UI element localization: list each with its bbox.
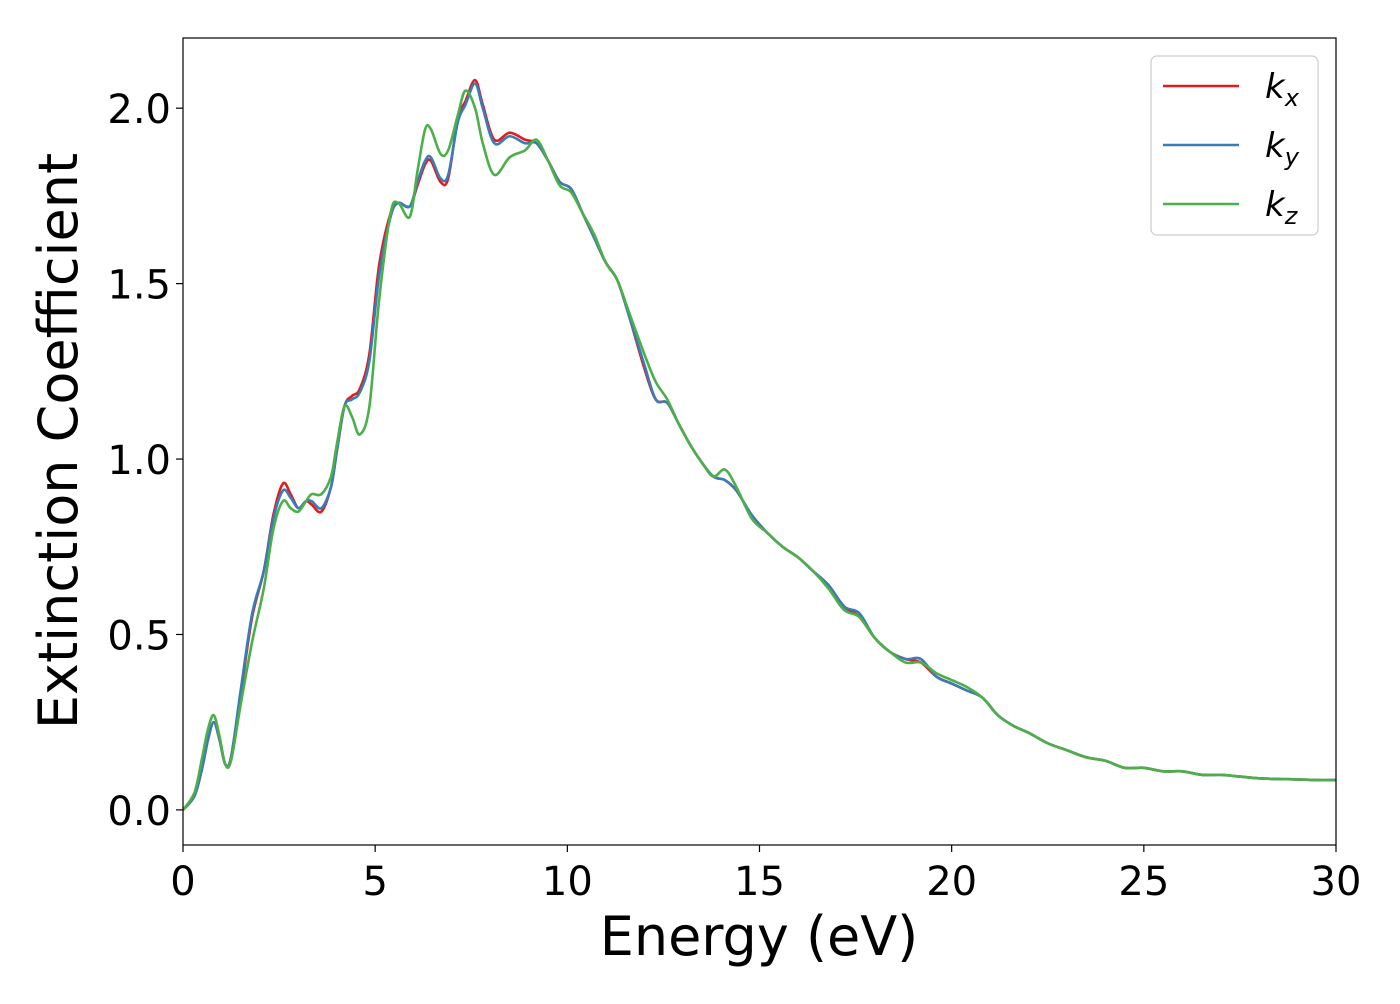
series-line-k-z <box>183 89 1336 811</box>
legend-label-k-y: ky <box>1265 126 1300 171</box>
x-tick-label: 20 <box>926 859 977 905</box>
x-tick-label: 25 <box>1118 859 1169 905</box>
x-tick-label: 5 <box>362 859 387 905</box>
x-tick-label: 30 <box>1311 859 1362 905</box>
x-axis-title: Energy (eV) <box>600 905 919 968</box>
y-tick-label: 1.0 <box>107 438 171 484</box>
legend-label-subscript: y <box>1284 143 1300 171</box>
x-tick-label: 10 <box>542 859 593 905</box>
x-tick-label: 0 <box>170 859 195 905</box>
y-tick-label: 0.0 <box>107 789 171 835</box>
legend-label-subscript: z <box>1284 202 1299 230</box>
y-tick-label: 1.5 <box>107 263 171 309</box>
y-axis-title: Extinction Coefficient <box>27 153 90 729</box>
legend-label-k-x: kx <box>1265 67 1300 112</box>
y-tick-label: 0.5 <box>107 613 171 659</box>
series-layer <box>183 78 1336 811</box>
y-tick-label: 2.0 <box>107 87 171 133</box>
y-axis-ticks: 0.0 0.5 1.0 1.5 2.0 <box>107 87 183 835</box>
x-tick-label: 15 <box>734 859 785 905</box>
x-axis-ticks: 0 5 10 15 20 25 30 <box>170 845 1361 905</box>
legend-label-subscript: x <box>1284 84 1300 112</box>
